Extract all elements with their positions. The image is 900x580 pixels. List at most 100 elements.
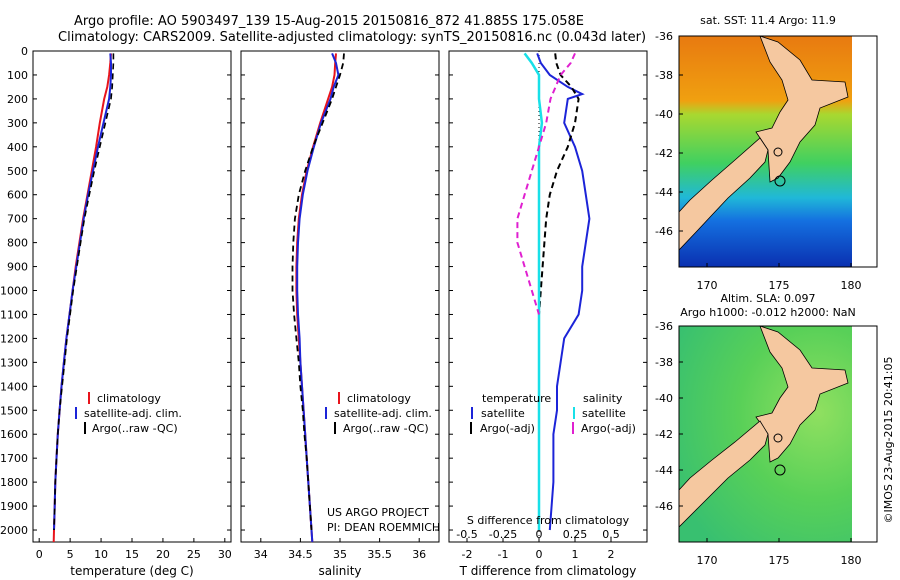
eddy-circle (774, 464, 786, 476)
sst-title: sat. SST: 11.4 Argo: 11.9 (700, 14, 836, 27)
eddy-circle (774, 175, 786, 187)
depth-axis: 0 100 200 300 400 500 600 700 800 900 1000 1100 1200… (0, 45, 647, 537)
lon-tick-label: 170 (697, 279, 718, 292)
salinity-tick-label: 34 (254, 548, 268, 561)
legend-argo: Argo(..raw -QC) (343, 422, 429, 435)
lat-tick-label: -36 (655, 320, 673, 333)
difference-plot: -2 -1 0 1 2 -0.5 -0.25 0 0.25 0.5 (456, 51, 620, 561)
north-island (755, 325, 849, 463)
lon-tick-label: 175 (769, 279, 790, 292)
depth-tick-label: 800 (7, 237, 28, 250)
depth-tick-label: 300 (7, 117, 28, 130)
depth-tick-label: 1900 (0, 500, 28, 513)
credit: ©IMOS 23-Aug-2015 20:41:05 (882, 357, 895, 524)
temperature-tick-label: 10 (94, 548, 108, 561)
series-argo-raw-qc- (53, 53, 115, 531)
legend-argo: Argo(..raw -QC) (92, 422, 178, 435)
depth-tick-label: 900 (7, 261, 28, 274)
depth-tick-label: 400 (7, 141, 28, 154)
difference-tick-label: -2 (462, 548, 473, 561)
south-island (678, 420, 769, 528)
depth-tick-label: 200 (7, 93, 28, 106)
s-diff-tick-label: 0.25 (563, 528, 588, 541)
s-diff-tick-label: -0.5 (456, 528, 477, 541)
series-salinity-satellite (523, 52, 544, 530)
lon-tick-label: 180 (841, 279, 862, 292)
legend-satellite-adj: satellite-adj. clim. (84, 407, 182, 420)
salinity-tick-label: 34.5 (288, 548, 313, 561)
legend-temperature-title: temperature (482, 392, 551, 405)
series-argo-raw-qc- (291, 53, 345, 531)
sla-title-2: Argo h1000: -0.012 h2000: NaN (680, 306, 856, 319)
legend-satellite-adj: satellite-adj. clim. (334, 407, 432, 420)
difference-axes (448, 50, 648, 543)
salinity-xlabel: salinity (318, 564, 361, 578)
series-satellite-adj-clim- (296, 53, 340, 543)
south-island (678, 137, 769, 252)
temperature-tick-label: 30 (218, 548, 232, 561)
difference-tick-label: 1 (572, 548, 579, 561)
depth-tick-label: 1200 (0, 332, 28, 345)
temperature-plot: 0 5 10 15 20 25 30 (36, 53, 232, 561)
temperature-tick-label: 5 (67, 548, 74, 561)
salinity-tick-label: 35 (333, 548, 347, 561)
difference-tick-label: 0 (536, 548, 543, 561)
lon-tick-label: 170 (697, 554, 718, 567)
pi-note: PI: DEAN ROEMMICH (327, 521, 440, 534)
salinity-axes (240, 50, 440, 543)
lat-tick-label: -36 (655, 30, 673, 43)
lon-tick-label: 180 (841, 554, 862, 567)
argo-marker (773, 433, 783, 443)
title-line-1: Argo profile: AO 5903497_139 15-Aug-2015… (74, 14, 584, 29)
sla-title-1: Altim. SLA: 0.097 (720, 292, 815, 305)
project-note: US ARGO PROJECT (327, 506, 429, 519)
difference-tick-label: -1 (498, 548, 509, 561)
salinity-tick-label: 36 (412, 548, 426, 561)
depth-tick-label: 1800 (0, 476, 28, 489)
depth-tick-label: 0 (21, 45, 28, 58)
temperature-axes (32, 50, 232, 543)
series-satellite-adj-clim- (53, 53, 112, 531)
depth-tick-label: 1700 (0, 452, 28, 465)
sst-axes: -36 -38 -40 -42 -44 -46 170 175 180 (655, 30, 861, 292)
lat-tick-label: -38 (655, 69, 673, 82)
depth-tick-label: 1300 (0, 356, 28, 369)
map-blank-strip (852, 36, 877, 267)
s-diff-label: S difference from climatology (467, 514, 630, 527)
temperature-tick-label: 0 (36, 548, 43, 561)
difference-xlabel: T difference from climatology (459, 564, 637, 578)
legend-salinity-title: salinity (583, 392, 623, 405)
series-salinity-argo-adj- (516, 52, 576, 315)
legend-s-argo: Argo(-adj) (581, 422, 636, 435)
depth-tick-label: 2000 (0, 524, 28, 537)
depth-tick-label: 700 (7, 213, 28, 226)
salinity-tick-label: 35.5 (367, 548, 392, 561)
difference-tick-label: 2 (608, 548, 615, 561)
legend-s-satellite: satellite (582, 407, 626, 420)
salinity-legend: climatology satellite-adj. clim. Argo(..… (325, 392, 432, 435)
series-climatology (295, 53, 337, 543)
north-island (755, 35, 849, 183)
lat-tick-label: -42 (655, 147, 673, 160)
lat-tick-label: -40 (655, 392, 673, 405)
depth-tick-label: 500 (7, 165, 28, 178)
depth-tick-label: 100 (7, 69, 28, 82)
sst-map (678, 35, 878, 268)
difference-legend: temperature satellite Argo(-adj) salinit… (470, 392, 636, 435)
depth-tick-label: 1400 (0, 380, 28, 393)
lat-tick-label: -44 (655, 186, 673, 199)
temperature-legend: climatology satellite-adj. clim. Argo(..… (75, 392, 182, 435)
lat-tick-label: -38 (655, 356, 673, 369)
depth-tick-label: 1500 (0, 404, 28, 417)
s-diff-tick-label: 0 (536, 528, 543, 541)
argo-marker (773, 147, 783, 157)
lat-tick-label: -46 (655, 500, 673, 513)
legend-climatology: climatology (97, 392, 161, 405)
lat-tick-label: -46 (655, 225, 673, 238)
legend-t-argo: Argo(-adj) (480, 422, 535, 435)
temperature-tick-label: 25 (187, 548, 201, 561)
sla-map (678, 325, 878, 543)
title-line-2: Climatology: CARS2009. Satellite-adjuste… (58, 30, 647, 45)
sst-frame (678, 35, 878, 268)
